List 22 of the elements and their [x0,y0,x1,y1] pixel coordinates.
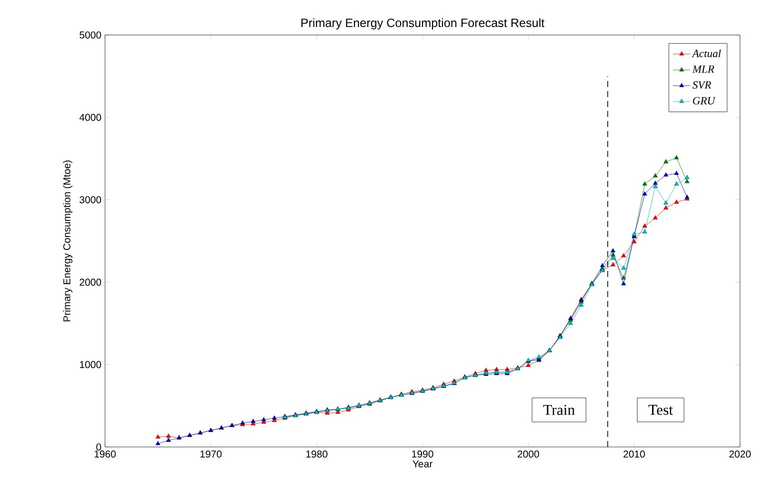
legend-label: GRU [692,97,716,104]
y-tick-label: 4000 [79,114,102,121]
x-tick-label: 2020 [729,450,751,458]
y-axis-title: Primary Energy Consumption (Mtoe) [63,160,72,322]
legend-label: MLR [692,66,714,73]
chart-title: Primary Energy Consumption Forecast Result [301,18,544,30]
x-tick-label: 2000 [518,450,540,458]
x-tick-label: 1970 [200,450,222,458]
x-axis-title: Year [412,460,432,468]
legend-label: SVR [692,81,712,89]
annotation: Test [648,404,673,415]
y-tick-label: 3000 [80,196,102,204]
y-tick-label: 1000 [80,361,102,368]
x-tick-label: 1990 [412,450,434,458]
y-tick-label: 5000 [80,31,102,39]
y-tick-label: 2000 [80,278,102,286]
y-tick-label: 0 [96,443,102,451]
x-tick-label: 2010 [624,450,645,458]
annotation: Train [543,404,575,415]
x-tick-label: 1960 [94,450,116,458]
legend-label: Actual [692,49,721,58]
x-tick-label: 1980 [306,450,328,458]
